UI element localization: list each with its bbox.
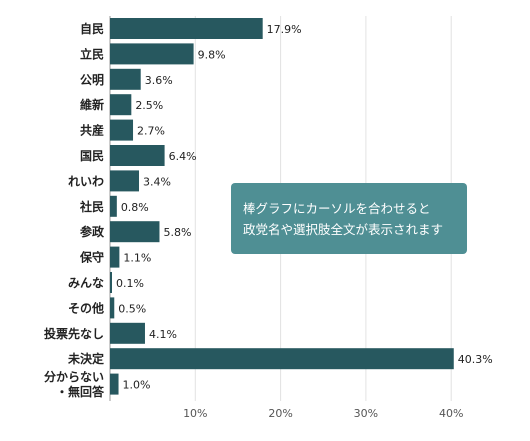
bar[interactable]: [110, 68, 141, 90]
x-tick-label: 20%: [268, 407, 292, 420]
category-label: ・無回答: [56, 384, 105, 399]
bars: [110, 18, 454, 395]
bar[interactable]: [110, 43, 194, 65]
value-label: 6.4%: [169, 150, 197, 163]
value-label: 40.3%: [458, 353, 493, 366]
category-label: 自民: [80, 21, 104, 36]
value-label: 3.4%: [143, 175, 171, 188]
bar[interactable]: [110, 348, 454, 370]
category-label: 保守: [79, 250, 104, 265]
bar[interactable]: [110, 297, 115, 319]
value-label: 5.8%: [163, 226, 191, 239]
value-label: 0.5%: [118, 302, 146, 315]
bar[interactable]: [110, 246, 120, 268]
value-label: 3.6%: [145, 74, 173, 87]
category-label: 維新: [80, 97, 104, 112]
x-tick-label: 30%: [354, 407, 378, 420]
category-label: 社民: [79, 199, 104, 214]
bar[interactable]: [110, 94, 132, 116]
category-label: 参政: [80, 224, 105, 239]
hover-hint-box: 棒グラフにカーソルを合わせると 政党名や選択肢全文が表示されます: [231, 183, 467, 254]
x-tick-label: 40%: [439, 407, 463, 420]
value-label: 2.5%: [135, 99, 163, 112]
value-label: 9.8%: [198, 48, 226, 61]
x-tick-label: 10%: [183, 407, 207, 420]
value-label: 1.1%: [123, 252, 151, 265]
bar[interactable]: [110, 145, 165, 166]
value-label: 17.9%: [267, 23, 302, 36]
value-label: 0.1%: [116, 277, 144, 290]
category-label: 公明: [80, 73, 104, 87]
value-label: 0.8%: [121, 201, 149, 214]
category-label: 分からない: [44, 369, 104, 384]
hover-hint-line-2: 政党名や選択肢全文が表示されます: [243, 222, 444, 237]
category-label: その他: [68, 300, 104, 315]
bar[interactable]: [110, 272, 112, 293]
bar[interactable]: [110, 170, 140, 192]
category-label: 国民: [80, 149, 104, 163]
bar[interactable]: [110, 322, 145, 344]
bar[interactable]: [110, 221, 160, 243]
category-label: 共産: [80, 123, 104, 138]
labels: 10% 20% 30% 40% 自民 17.9% 立民 9.8% 公明 3.6% 維新 2.5% 共産 2…: [44, 21, 493, 420]
value-label: 1.0%: [123, 379, 151, 392]
hover-hint-line-1: 棒グラフにカーソルを合わせると: [243, 201, 431, 216]
bar[interactable]: [110, 373, 119, 395]
value-label: 2.7%: [137, 125, 165, 138]
bar[interactable]: [110, 119, 134, 141]
bar[interactable]: [110, 195, 117, 217]
category-label: 未決定: [67, 351, 104, 366]
category-label: 投票先なし: [44, 326, 104, 341]
category-label: 立民: [80, 46, 104, 61]
category-label: れいわ: [68, 174, 104, 188]
bar[interactable]: [110, 18, 263, 39]
value-label: 4.1%: [149, 328, 177, 341]
category-label: みんな: [68, 276, 104, 290]
